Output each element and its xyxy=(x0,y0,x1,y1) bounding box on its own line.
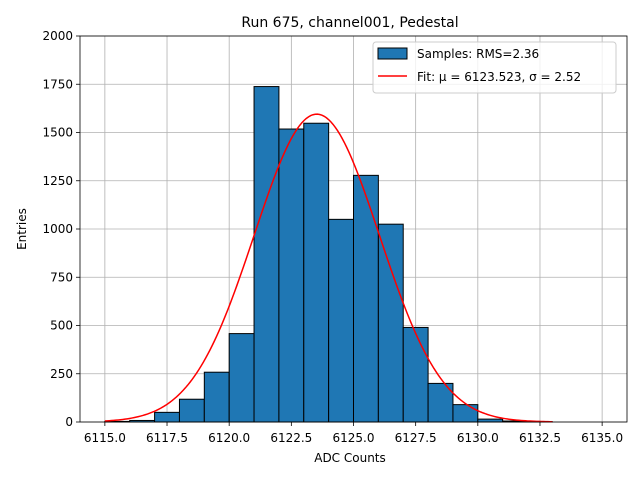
x-tick-label: 6132.5 xyxy=(519,431,561,445)
y-axis-ticks: 0 250 500 750 1000 1250 1500 1750 2000 xyxy=(42,29,80,429)
histogram-bars xyxy=(104,86,553,423)
x-tick-label: 6127.5 xyxy=(395,431,437,445)
legend: Samples: RMS=2.36 Fit: μ = 6123.523, σ =… xyxy=(372,41,617,94)
y-tick-label: 1750 xyxy=(42,77,73,91)
histogram-bar xyxy=(303,122,330,423)
histogram-bar xyxy=(154,411,180,423)
histogram-bar xyxy=(477,418,504,423)
histogram-bar xyxy=(402,326,429,423)
histogram-bar xyxy=(353,174,379,423)
legend-box xyxy=(372,41,617,94)
histogram-bar xyxy=(278,128,305,423)
x-axis-ticks: 6115.0 6117.5 6120.0 6122.5 6125.0 6127.5 6130… xyxy=(84,422,623,445)
y-tick-label: 250 xyxy=(50,367,73,381)
x-tick-label: 6117.5 xyxy=(146,431,188,445)
x-tick-label: 6125.0 xyxy=(333,431,375,445)
y-tick-label: 1000 xyxy=(42,222,73,236)
histogram-bar xyxy=(377,223,404,423)
y-tick-label: 750 xyxy=(50,270,73,284)
x-tick-label: 6115.0 xyxy=(84,431,126,445)
y-tick-label: 1500 xyxy=(42,126,73,140)
x-tick-label: 6130.0 xyxy=(457,431,499,445)
x-tick-label: 6120.0 xyxy=(208,431,250,445)
histogram-bar xyxy=(427,382,454,423)
chart-title: Run 675, channel001, Pedestal xyxy=(241,15,458,31)
legend-samples-label: Samples: RMS=2.36 xyxy=(417,47,539,61)
histogram-bar xyxy=(452,404,479,423)
histogram-bar xyxy=(328,218,354,423)
histogram-bar xyxy=(178,398,205,423)
histogram-bar xyxy=(253,86,280,423)
histogram-bar xyxy=(203,371,230,423)
y-tick-label: 500 xyxy=(50,319,73,333)
gaussian-fit-curve xyxy=(104,113,553,423)
y-tick-label: 2000 xyxy=(42,29,73,43)
x-tick-label: 6122.5 xyxy=(270,431,312,445)
y-tick-label: 1250 xyxy=(42,174,73,188)
x-axis-label: ADC Counts xyxy=(314,451,386,465)
y-tick-label: 0 xyxy=(65,415,73,429)
legend-fit-label: Fit: μ = 6123.523, σ = 2.52 xyxy=(417,70,581,84)
y-axis-label: Entries xyxy=(15,208,29,250)
x-tick-label: 6135.0 xyxy=(581,431,623,445)
legend-samples-swatch xyxy=(377,47,408,60)
histogram-bar xyxy=(228,333,255,423)
